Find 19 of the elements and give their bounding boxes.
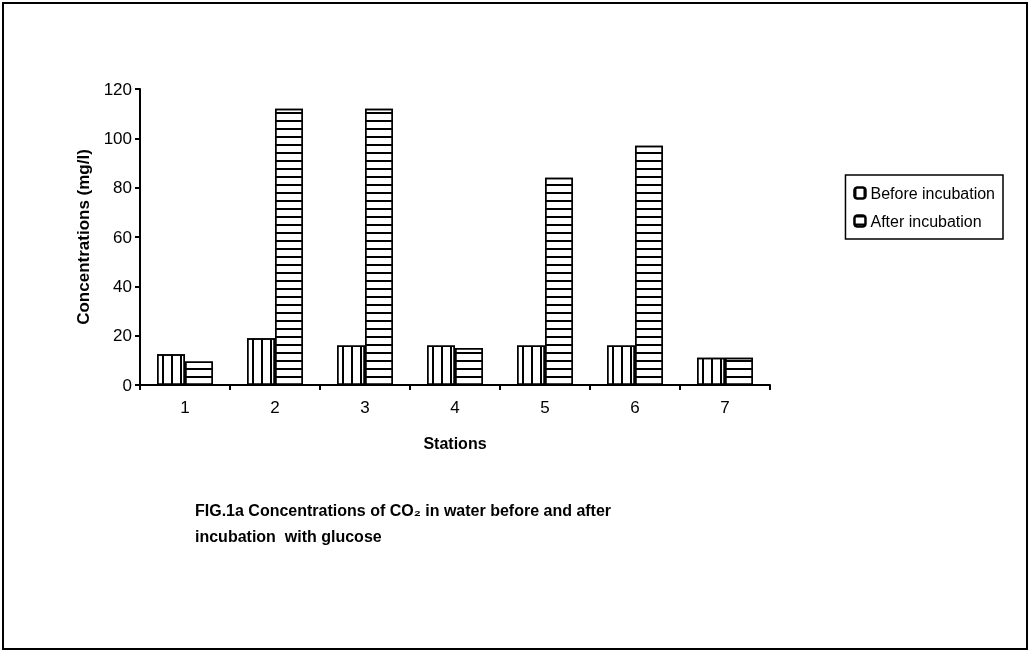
legend-label: Before incubation <box>870 184 995 202</box>
x-tick-label: 3 <box>360 398 370 417</box>
x-axis-title: Stations <box>423 434 487 452</box>
x-tick-label: 1 <box>180 398 190 417</box>
y-tick-label: 40 <box>113 276 132 296</box>
y-tick-label: 80 <box>113 178 132 198</box>
x-tick-label: 5 <box>540 398 550 417</box>
text: FIG.1a Concentrations of CO₂ in water before and after incubation with glucose <box>195 501 612 545</box>
x-tick-label: 6 <box>630 398 640 417</box>
x-tick-label: 2 <box>270 398 280 417</box>
y-tick-label: 100 <box>103 128 132 148</box>
y-tick-label: 120 <box>103 79 132 99</box>
x-tick-label: 7 <box>720 398 730 417</box>
y-tick-label: 0 <box>122 375 132 395</box>
y-axis-title: Concentrations (mg/l) <box>74 149 93 325</box>
x-tick-label: 4 <box>450 398 460 417</box>
legend-label: After incubation <box>870 212 982 230</box>
y-tick-label: 20 <box>113 326 132 346</box>
y-tick-label: 60 <box>113 227 132 247</box>
